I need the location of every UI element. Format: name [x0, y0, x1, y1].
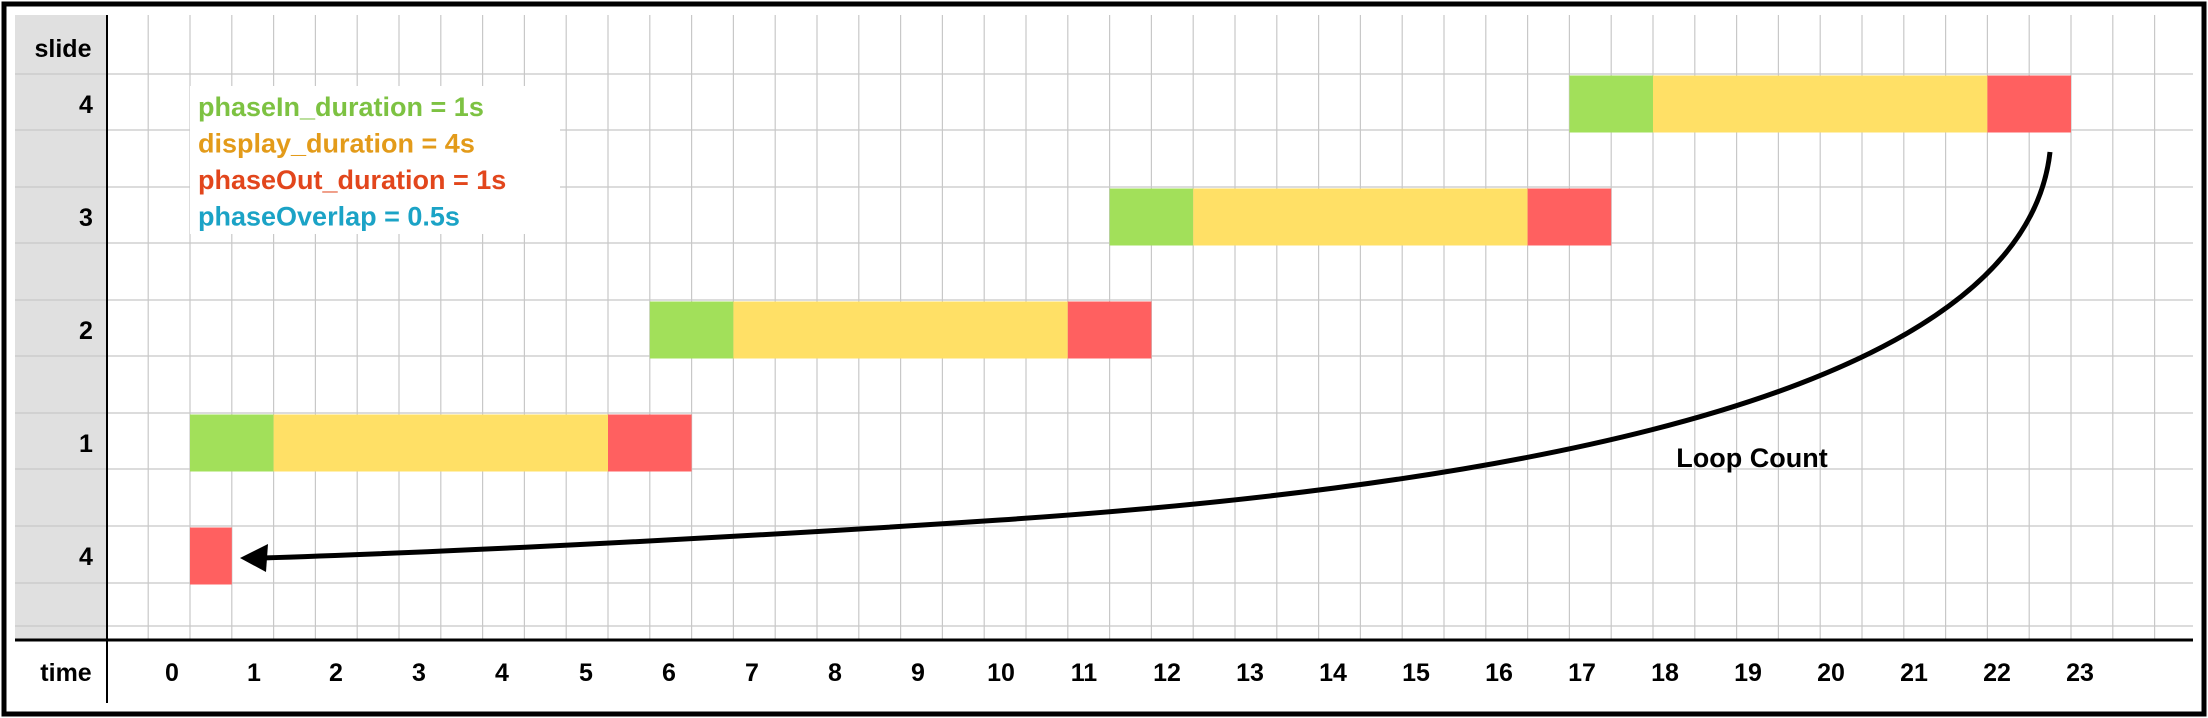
time-tick-label: 3 [412, 659, 426, 687]
time-tick-label: 21 [1900, 659, 1928, 687]
time-tick-labels: 0 1 2 3 4 5 6 7 8 9 10 11 12 13 14 15 16 17 18 19 20 21 22 23 [165, 659, 2094, 687]
time-header-label: time [40, 659, 92, 687]
slide-bars [190, 75, 2071, 585]
time-tick-label: 5 [579, 659, 593, 687]
loop-count-label: Loop Count [1676, 443, 1827, 473]
time-tick-label: 0 [165, 659, 179, 687]
time-tick-label: 12 [1153, 659, 1181, 687]
slide-2-phaseOut-segment [1067, 301, 1152, 359]
slide-row-labels: 4 3 2 1 4 [79, 91, 93, 571]
time-tick-label: 13 [1236, 659, 1264, 687]
slide-3-phaseIn-segment [1109, 188, 1194, 246]
time-tick-label: 14 [1319, 659, 1347, 687]
time-tick-label: 23 [2066, 659, 2094, 687]
slide-1-phaseIn-segment [190, 414, 274, 472]
time-tick-label: 17 [1568, 659, 1596, 687]
slide-1-phaseOut-segment [608, 414, 692, 472]
legend-entry: phaseOverlap = 0.5s [198, 202, 460, 232]
slide-2-phaseIn-segment [649, 301, 734, 359]
time-tick-label: 15 [1402, 659, 1430, 687]
time-tick-label: 4 [495, 659, 509, 687]
slide-header-label: slide [35, 35, 92, 63]
time-tick-label: 2 [329, 659, 343, 687]
legend-entry: phaseIn_duration = 1s [198, 92, 484, 122]
slide-4-display-segment [1653, 75, 1988, 133]
slide-row-label: 4 [79, 543, 93, 571]
time-tick-label: 11 [1071, 659, 1098, 687]
slide-3-display-segment [1193, 188, 1528, 246]
time-tick-label: 7 [745, 659, 759, 687]
loop-count-arrow [261, 151, 2053, 561]
slide-4-phaseOut-segment [1987, 75, 2071, 133]
time-tick-label: 20 [1817, 659, 1845, 687]
legend-entry: phaseOut_duration = 1s [198, 165, 506, 195]
loop-count-arrowhead [240, 544, 268, 572]
legend-background [190, 86, 560, 234]
slide-row-label: 1 [79, 430, 93, 458]
time-tick-label: 19 [1734, 659, 1762, 687]
legend-entry: display_duration = 4s [198, 129, 475, 159]
legend: phaseIn_duration = 1s display_duration = … [198, 92, 506, 232]
slide-column-background [15, 15, 107, 640]
time-tick-label: 10 [987, 659, 1015, 687]
time-tick-label: 6 [662, 659, 676, 687]
slide-3-phaseOut-segment [1527, 188, 1612, 246]
slide-4-phaseIn-segment [1569, 75, 1653, 133]
time-tick-label: 9 [911, 659, 925, 687]
slide-1-display-segment [273, 414, 608, 472]
time-tick-label: 18 [1651, 659, 1679, 687]
time-tick-label: 16 [1485, 659, 1513, 687]
slide-2-display-segment [733, 301, 1068, 359]
time-tick-label: 1 [247, 659, 261, 687]
slide-row-label: 4 [79, 91, 93, 119]
slide-4-phaseOut-segment [190, 527, 232, 585]
time-tick-label: 22 [1983, 659, 2011, 687]
slide-row-label: 3 [79, 204, 93, 232]
time-tick-label: 8 [828, 659, 842, 687]
slide-row-label: 2 [79, 317, 93, 345]
